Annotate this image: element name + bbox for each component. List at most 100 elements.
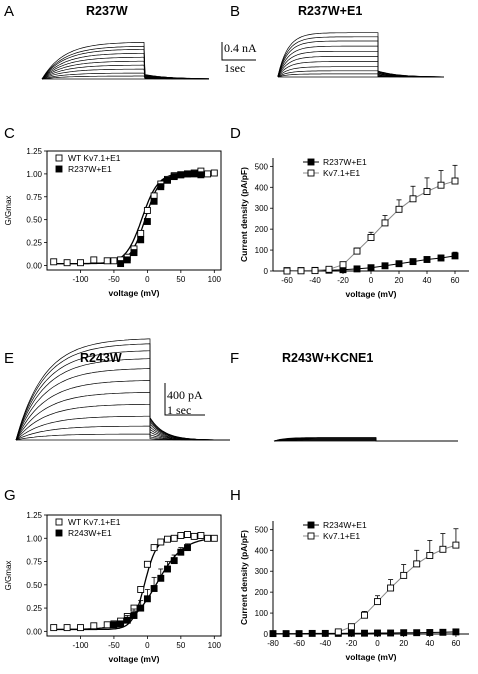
panel-letter-b: B — [230, 3, 240, 20]
x-tick-label: -40 — [319, 639, 331, 648]
y-tick-label: 300 — [255, 567, 269, 576]
panel-letter-e: E — [4, 350, 14, 367]
data-point — [110, 257, 118, 265]
y-axis-label: G/Gmax — [4, 196, 13, 226]
x-tick-label: -100 — [72, 275, 89, 284]
data-point — [164, 176, 171, 184]
y-tick-label: 1.25 — [26, 511, 42, 520]
x-tick-label: 50 — [176, 275, 185, 284]
y-tick-label: 200 — [255, 588, 269, 597]
data-point — [437, 254, 445, 262]
panel-e-scale-time-label: 1 sec — [167, 403, 191, 417]
y-axis-label: Current density (pA/pF) — [239, 167, 249, 262]
data-point — [177, 171, 185, 179]
x-tick-label: -50 — [108, 641, 120, 650]
data-point — [413, 629, 421, 637]
data-point — [130, 612, 138, 619]
data-point — [452, 628, 460, 636]
legend-entry: Kv7.1+E1 — [303, 168, 360, 178]
data-point — [426, 629, 434, 636]
x-tick-label: 0 — [369, 276, 374, 285]
current-trace — [277, 66, 444, 78]
current-trace — [277, 32, 444, 78]
plot-frame — [46, 150, 222, 271]
chart-h: -80 -60 -40 -20 0 20 40 60 0 100 200 300 400 500 volta… — [239, 520, 469, 662]
data-point — [423, 188, 431, 195]
x-tick-label: 60 — [451, 276, 460, 285]
data-point — [150, 197, 158, 205]
current-trace — [15, 338, 230, 441]
x-tick-label: 0 — [145, 275, 150, 284]
data-point — [381, 262, 389, 270]
data-point — [197, 532, 205, 539]
data-point — [170, 557, 178, 565]
panel-f-current-traces — [273, 437, 458, 442]
panel-e-scale-bar — [164, 383, 205, 416]
plot-frame — [46, 514, 222, 637]
legend-entry: WT Kv7.1+E1 — [55, 517, 121, 527]
legend-label: WT Kv7.1+E1 — [68, 153, 121, 163]
legend-label: WT Kv7.1+E1 — [68, 517, 121, 527]
x-tick-label: 20 — [395, 276, 404, 285]
panel-e-current-traces — [15, 338, 231, 441]
data-point — [184, 170, 191, 178]
y-tick-label: 400 — [255, 546, 269, 555]
y-axis-label: Current density (pA/pF) — [239, 530, 249, 625]
data-point — [367, 234, 375, 241]
data-point — [409, 195, 417, 203]
y-tick-label: 200 — [255, 225, 269, 234]
legend-label: R234W+E1 — [323, 520, 367, 530]
data-point — [143, 560, 151, 568]
y-tick-label: 0.25 — [26, 239, 42, 248]
legend-label: R243W+E1 — [68, 528, 112, 538]
x-tick-label: -60 — [281, 276, 293, 285]
y-tick-label: 500 — [255, 162, 269, 171]
x-tick-label: 0 — [375, 639, 380, 648]
legend-entry: R234W+E1 — [303, 520, 367, 530]
data-point — [308, 629, 316, 637]
x-tick-label: -40 — [309, 276, 321, 285]
data-point — [170, 173, 178, 181]
current-trace — [41, 56, 209, 80]
data-point — [311, 267, 319, 275]
x-tick-label: 60 — [451, 639, 460, 648]
data-point — [157, 574, 165, 582]
current-trace — [277, 61, 444, 78]
data-point — [307, 532, 315, 540]
data-point — [381, 219, 389, 227]
y-tick-label: 0 — [264, 267, 269, 276]
x-axis-label: voltage (mV) — [345, 289, 396, 299]
data-point — [439, 628, 447, 636]
data-point — [400, 571, 408, 579]
panel-letter-c: C — [4, 125, 15, 142]
data-point — [55, 154, 63, 162]
x-axis-label: voltage (mV) — [108, 288, 159, 298]
data-point — [334, 628, 342, 636]
panel-b-title: R237W+E1 — [298, 4, 362, 18]
current-trace — [41, 45, 209, 80]
data-point — [374, 629, 381, 637]
data-point — [164, 565, 171, 573]
y-tick-label: 1.25 — [26, 147, 42, 156]
data-point — [143, 595, 151, 603]
y-tick-label: 1.00 — [26, 534, 42, 543]
panel-e-scale-current-label: 400 pA — [167, 388, 203, 402]
data-point — [367, 264, 375, 272]
legend-entry: Kv7.1+E1 — [303, 531, 360, 541]
y-tick-label: 0.00 — [26, 627, 42, 636]
x-tick-label: 0 — [145, 641, 150, 650]
data-point — [103, 257, 111, 265]
data-point — [409, 258, 417, 266]
panel-b-scale-time-label: 1sec — [224, 61, 245, 75]
chart-d: -60 -40 -20 0 20 40 60 0 100 200 300 400 500 voltage … — [239, 157, 469, 299]
data-point — [150, 544, 158, 552]
data-point — [451, 177, 459, 185]
x-tick-label: 40 — [423, 276, 432, 285]
data-point — [63, 259, 71, 267]
data-point — [400, 629, 408, 637]
data-point — [353, 265, 361, 273]
y-tick-label: 0.75 — [26, 193, 42, 202]
data-point — [295, 630, 303, 638]
data-point — [157, 538, 165, 546]
